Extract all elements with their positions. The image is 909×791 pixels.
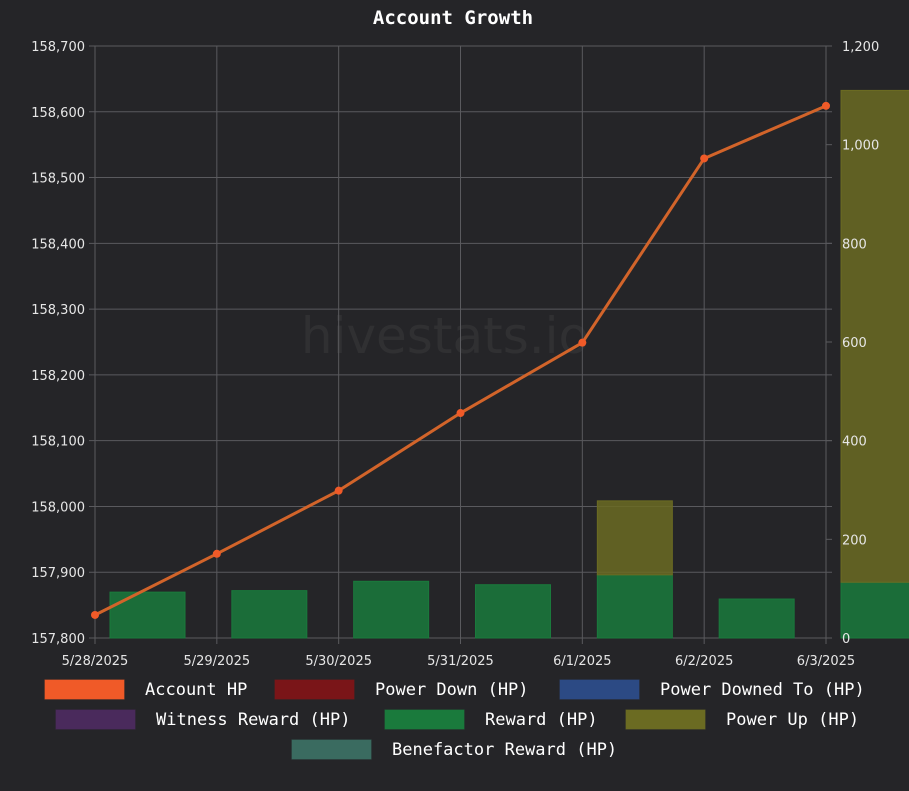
- legend-label: Witness Reward (HP): [156, 710, 350, 730]
- right-axis-tick-label: 200: [842, 533, 867, 548]
- left-axis-tick-label: 157,900: [31, 566, 85, 581]
- legend-swatch: [559, 679, 640, 700]
- account-hp-line: [91, 101, 830, 619]
- bar-reward-hp-2: [353, 580, 430, 639]
- legend-label: Power Down (HP): [375, 680, 529, 700]
- x-axis-tick-label: 5/29/2025: [183, 654, 250, 669]
- right-axis-tick-label: 400: [842, 435, 867, 450]
- legend-label: Account HP: [145, 680, 247, 700]
- account-hp-point: [700, 154, 709, 163]
- left-axis-tick-label: 158,400: [31, 237, 85, 252]
- bar-reward-hp-5: [718, 598, 795, 639]
- legend[interactable]: Account HP Power Down (HP) Power Downed To…: [44, 679, 865, 760]
- legend-swatch: [274, 679, 355, 700]
- bar-power-up-hp-6: [840, 89, 909, 583]
- bar-reward-hp-0: [109, 591, 186, 639]
- left-axis-tick-label: 158,700: [31, 40, 85, 55]
- account-hp-point: [91, 610, 99, 619]
- bar-power-up-hp-4: [596, 500, 673, 576]
- bar-reward-hp-4: [596, 574, 673, 639]
- legend-item-account-hp[interactable]: Account HP: [44, 679, 247, 700]
- legend-swatch: [55, 709, 136, 730]
- account-hp-point: [822, 101, 830, 110]
- right-axis-tick-label: 1,200: [842, 40, 879, 55]
- watermark: hivestats.io: [301, 307, 589, 365]
- x-axis-tick-label: 6/2/2025: [675, 654, 733, 669]
- left-axis-tick-label: 158,100: [31, 435, 85, 450]
- legend-swatch: [291, 739, 372, 760]
- x-axis-tick-label: 5/31/2025: [427, 654, 494, 669]
- bars: [109, 89, 909, 639]
- right-axis-tick-label: 600: [842, 336, 867, 351]
- account-hp-point: [456, 409, 465, 418]
- legend-label: Reward (HP): [485, 710, 598, 730]
- legend-item-reward-hp[interactable]: Reward (HP): [384, 709, 598, 730]
- left-axis-tick-label: 158,300: [31, 303, 85, 318]
- legend-item-power-up-hp[interactable]: Power Up (HP): [625, 709, 859, 730]
- account-hp-point: [212, 549, 221, 558]
- right-axis-tick-label: 0: [842, 632, 850, 647]
- x-axis-tick-label: 6/1/2025: [553, 654, 611, 669]
- left-axis-tick-label: 158,500: [31, 172, 85, 187]
- legend-item-power-down-hp[interactable]: Power Down (HP): [274, 679, 529, 700]
- account-hp-point: [334, 486, 343, 495]
- grid: [89, 45, 832, 644]
- x-axis-tick-label: 5/30/2025: [305, 654, 372, 669]
- right-axis-tick-label: 1,000: [842, 139, 879, 154]
- x-axis-tick-label: 6/3/2025: [797, 654, 855, 669]
- left-axis-tick-label: 158,000: [31, 500, 85, 515]
- legend-swatch: [625, 709, 706, 730]
- legend-item-witness-reward-hp[interactable]: Witness Reward (HP): [55, 709, 350, 730]
- legend-swatch: [384, 709, 465, 730]
- legend-item-power-downed-to-hp[interactable]: Power Downed To (HP): [559, 679, 865, 700]
- bar-reward-hp-3: [475, 584, 551, 639]
- legend-item-benefactor-reward-hp[interactable]: Benefactor Reward (HP): [291, 739, 617, 760]
- bar-reward-hp-6: [840, 581, 909, 639]
- legend-swatch: [44, 679, 125, 700]
- x-axis-tick-label: 5/28/2025: [62, 654, 129, 669]
- axes: 157,800 157,900 158,000 158,100 158,200 158,3…: [31, 40, 879, 669]
- right-axis-tick-label: 800: [842, 237, 867, 252]
- chart-title: Account Growth: [373, 7, 533, 29]
- left-axis-tick-label: 158,600: [31, 106, 85, 121]
- legend-label: Benefactor Reward (HP): [392, 740, 617, 760]
- left-axis-tick-label: 158,200: [31, 369, 85, 384]
- left-axis-tick-label: 157,800: [31, 632, 85, 647]
- legend-label: Power Downed To (HP): [660, 680, 865, 700]
- account-hp-point: [578, 338, 587, 347]
- bar-reward-hp-1: [231, 590, 308, 639]
- legend-label: Power Up (HP): [726, 710, 859, 730]
